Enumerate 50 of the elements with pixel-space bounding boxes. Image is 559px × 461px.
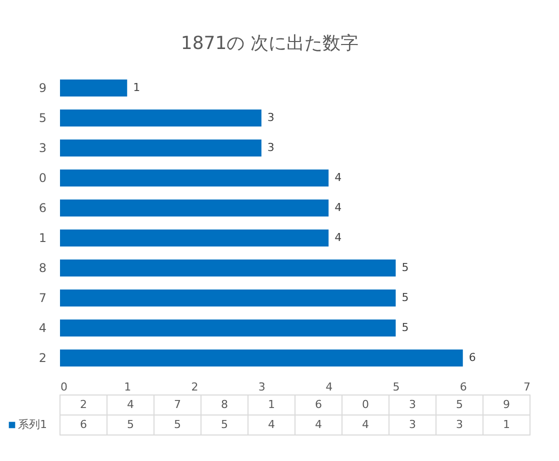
category-label: 1 — [503, 418, 510, 431]
category-label: 4 — [268, 418, 275, 431]
data-label: 4 — [334, 201, 342, 214]
category-label: 3 — [409, 398, 416, 411]
y-tick-label: 5 — [38, 111, 46, 125]
category-label: 5 — [174, 418, 181, 431]
data-label: 1 — [133, 81, 140, 94]
data-label: 3 — [267, 111, 274, 124]
y-tick-label: 6 — [38, 201, 46, 215]
y-tick-label: 2 — [38, 351, 46, 365]
x-tick-label: 1 — [124, 380, 132, 394]
y-tick-label: 7 — [38, 291, 46, 305]
y-tick-label: 4 — [38, 321, 46, 335]
x-tick-label: 0 — [60, 380, 68, 394]
y-tick-label: 1 — [38, 231, 46, 245]
y-tick-label: 8 — [38, 261, 46, 275]
data-label: 4 — [334, 171, 342, 184]
data-label: 6 — [468, 351, 476, 364]
category-label: 6 — [80, 418, 87, 431]
category-label: 4 — [362, 418, 369, 431]
chart-title: 1871の 次に出た数字 — [180, 33, 358, 54]
category-label: 9 — [503, 398, 510, 411]
data-label: 4 — [334, 231, 342, 244]
y-tick-label: 9 — [38, 81, 46, 95]
y-tick-label: 3 — [38, 141, 46, 155]
x-tick-label: 5 — [392, 380, 400, 394]
x-tick-label: 3 — [258, 380, 266, 394]
category-label: 5 — [127, 418, 134, 431]
data-label: 5 — [402, 321, 409, 334]
category-label: 4 — [127, 398, 134, 411]
category-label: 2 — [80, 398, 87, 411]
category-label: 3 — [456, 418, 463, 431]
category-label: 5 — [221, 418, 228, 431]
category-label: 6 — [315, 398, 322, 411]
x-tick-label: 4 — [326, 380, 333, 394]
y-tick-label: 0 — [38, 171, 46, 185]
category-label: 8 — [221, 398, 228, 411]
category-label: 3 — [409, 418, 416, 431]
category-label: 0 — [362, 398, 369, 411]
data-label: 5 — [402, 261, 409, 274]
category-label: 5 — [456, 398, 463, 411]
data-label: 3 — [267, 141, 274, 154]
category-label: 1 — [268, 398, 275, 411]
category-label: 7 — [174, 398, 181, 411]
x-tick-label: 2 — [191, 380, 198, 394]
legend-label: 系列1 — [18, 418, 47, 431]
data-label: 5 — [402, 291, 409, 304]
category-label: 4 — [315, 418, 322, 431]
x-tick-label: 6 — [460, 380, 467, 394]
x-tick-label: 7 — [524, 380, 530, 394]
